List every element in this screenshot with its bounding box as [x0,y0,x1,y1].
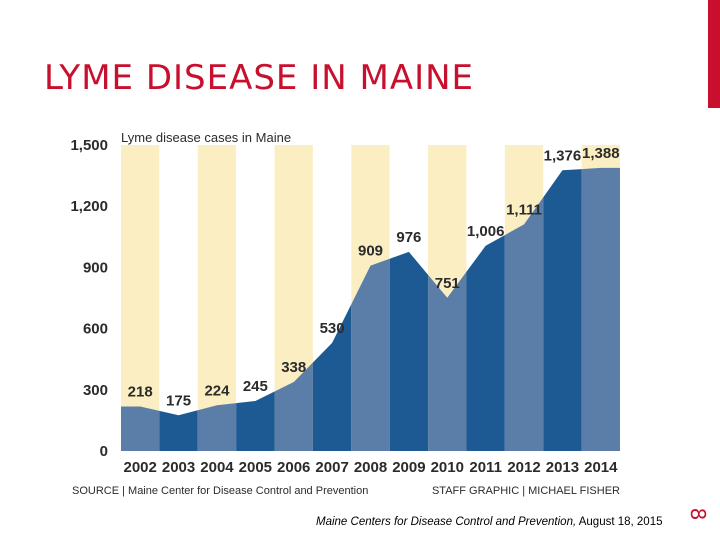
x-tick-label: 2009 [392,459,425,476]
x-tick-label: 2007 [315,459,348,476]
x-tick-label: 2005 [239,459,272,476]
x-tick-label: 2004 [200,459,234,476]
year-band [197,145,237,451]
data-label: 224 [204,382,230,399]
year-band [159,145,198,451]
chart-title: Lyme disease cases in Maine [121,130,291,145]
area-segment [351,258,390,451]
area-segment [121,406,160,451]
area-segment [197,403,237,451]
y-tick-label: 300 [83,382,108,399]
area-segment [504,197,544,451]
area-segment [312,304,352,451]
data-label: 1,388 [582,145,620,162]
y-tick-label: 600 [83,321,108,338]
lyme-chart: 0 300 600 900 1,200 1,500 2002 2003 2004 2005 200… [60,118,630,506]
data-label: 175 [166,392,191,409]
x-tick-label: 2002 [124,459,157,476]
y-tick-label: 0 [100,443,108,460]
x-axis: 2002 2003 2004 2005 2006 2007 2008 2009 2010 2011… [124,459,619,476]
slide-number: 8 [686,507,710,521]
data-label: 1,111 [506,201,542,218]
data-label: 530 [320,320,345,337]
data-label: 751 [435,275,460,292]
area-segment [274,362,313,451]
x-tick-label: 2006 [277,459,310,476]
data-label: 1,006 [467,223,505,240]
x-tick-label: 2010 [431,459,464,476]
x-tick-label: 2008 [354,459,387,476]
y-tick-label: 900 [83,259,108,276]
data-label: 245 [243,378,268,395]
area-segment [389,251,429,451]
area-segment [466,235,505,451]
chart-credit: STAFF GRAPHIC | MICHAEL FISHER [432,485,620,497]
area-segment [543,169,582,451]
y-axis: 0 300 600 900 1,200 1,500 [70,137,108,460]
x-tick-label: 2011 [469,459,502,476]
area-segment [428,271,467,451]
caption: Maine Centers for Disease Control and Pr… [316,516,663,528]
x-tick-label: 2012 [507,459,540,476]
chart-source: SOURCE | Maine Center for Disease Contro… [72,485,368,497]
y-tick-label: 1,500 [70,137,108,154]
data-label: 1,376 [544,147,582,164]
data-label: 976 [396,229,421,246]
slide-title: LYME DISEASE IN MAINE [44,58,475,98]
caption-date: August 18, 2015 [576,516,663,528]
x-tick-label: 2013 [546,459,579,476]
area-segments [121,167,620,451]
year-band [121,145,160,451]
area-segment [159,410,198,451]
data-label: 909 [358,243,383,260]
area-segment [581,167,620,451]
x-tick-label: 2003 [162,459,195,476]
accent-bar [708,0,720,108]
y-tick-label: 1,200 [70,198,108,215]
x-tick-label: 2014 [584,459,618,476]
data-label: 338 [281,359,306,376]
data-label: 218 [128,384,153,401]
caption-source: Maine Centers for Disease Control and Pr… [316,516,577,528]
area-segment [236,391,275,451]
